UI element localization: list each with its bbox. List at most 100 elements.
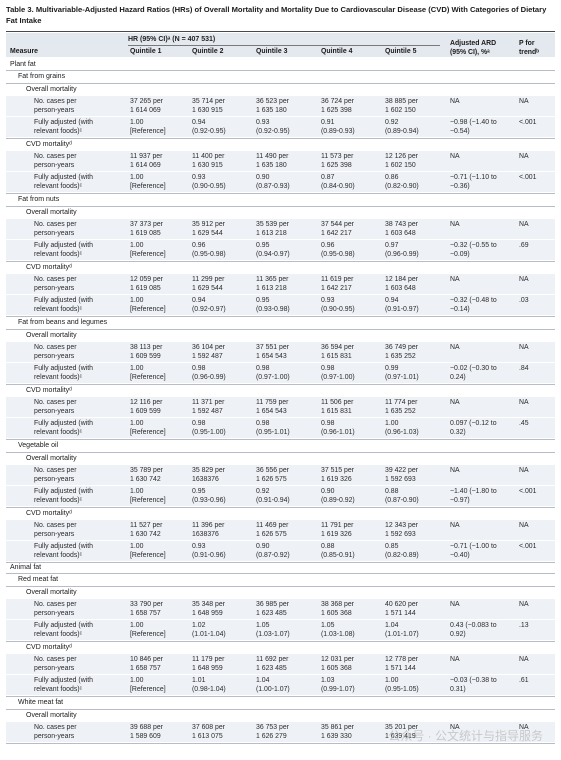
row-measure-label: No. cases per person-years [34,601,77,617]
table-row-band [6,722,555,742]
row-divider [6,573,555,574]
p-trend-cell: <.001 [519,488,537,495]
quintile-3-cell: 36 523 per 1 635 180 [256,98,289,114]
outcome-label: CVD mortalityᵈ [26,644,72,651]
quintile-1-cell: 1.00 [Reference] [130,242,166,258]
table-row-band [6,117,555,137]
quintile-1-cell: 33 790 per 1 658 757 [130,601,163,617]
quintile-4-cell: 0.93 (0.90-0.95) [321,297,355,313]
quintile-3-cell: 11 692 per 1 623 485 [256,656,289,672]
row-measure-label: No. cases per person-years [34,221,77,237]
p-trend-cell: NA [519,601,529,608]
food-source-label: Vegetable oil [18,442,59,449]
quintile-5-cell: 0.88 (0.87-0.90) [385,488,419,504]
p-trend-cell: NA [519,221,529,228]
quintile-2-cell: 11 299 per 1 629 544 [192,276,225,292]
quintile-2-cell: 35 829 per 1638376 [192,467,225,483]
ard-cell: −1.40 (−1.80 to −0.97) [450,488,497,504]
quintile-5-cell: 1.04 (1.01-1.07) [385,622,419,638]
table-row-band [6,520,555,540]
measure-header: Measure [10,48,38,55]
quintile-4-cell: 36 594 per 1 615 831 [321,344,354,360]
table-row-band [6,675,555,695]
ard-cell: NA [450,522,460,529]
row-divider [6,507,555,508]
quintile-2-cell: 35 912 per 1 629 544 [192,221,225,237]
outcome-label: CVD mortalityᵈ [26,141,72,148]
quintile-1-cell: 39 688 per 1 589 609 [130,724,163,740]
row-divider [6,261,555,262]
quintile-4-cell: 1.03 (0.99-1.07) [321,677,355,693]
quintile-4-cell: 0.96 (0.95-0.98) [321,242,355,258]
outcome-label: Overall mortality [26,332,77,339]
p-trend-cell: NA [519,656,529,663]
row-divider [6,696,555,697]
quintile-4-cell: 0.90 (0.89-0.92) [321,488,355,504]
ard-cell: −0.32 (−0.55 to −0.09) [450,242,497,258]
table-row-band [6,219,555,239]
hr-span-rule [128,45,440,46]
row-divider [6,743,555,744]
hr-span-header: HR (95% CI)ᵃ (N = 407 531) [128,36,216,43]
row-measure-label: No. cases per person-years [34,522,77,538]
quintile-1-cell: 38 113 per 1 609 599 [130,344,163,360]
quintile-1-cell: 1.00 [Reference] [130,365,166,381]
row-measure-label: Fully adjusted (with relevant foods)ᶜ [34,488,93,504]
table-row-band [6,620,555,640]
quintile-3-cell: 0.90 (0.87-0.93) [256,174,290,190]
row-divider [6,138,555,139]
quintile-5-cell: 0.92 (0.89-0.94) [385,119,419,135]
quintile-2-cell: 1.01 (0.98-1.04) [192,677,226,693]
quintile-4-cell: 37 515 per 1 619 326 [321,467,354,483]
ard-cell: −0.71 (−1.00 to −0.40) [450,543,497,559]
quintile-2-cell: 35 714 per 1 630 915 [192,98,225,114]
row-divider [6,193,555,194]
quintile-3-header: Quintile 3 [256,48,288,55]
food-source-label: White meat fat [18,699,64,706]
row-divider [6,329,555,330]
row-measure-label: Fully adjusted (with relevant foods)ᶜ [34,297,93,313]
quintile-2-cell: 11 400 per 1 630 915 [192,153,225,169]
quintile-3-cell: 11 365 per 1 613 218 [256,276,289,292]
quintile-1-cell: 11 527 per 1 630 742 [130,522,163,538]
group-label: Plant fat [10,61,36,68]
p-trend-cell: .69 [519,242,529,249]
table-row-band [6,541,555,561]
ard-cell: NA [450,153,460,160]
p-trend-cell: .03 [519,297,529,304]
outcome-label: Overall mortality [26,455,77,462]
quintile-1-cell: 1.00 [Reference] [130,622,166,638]
quintile-3-cell: 0.95 (0.93-0.98) [256,297,290,313]
quintile-3-cell: 0.95 (0.94-0.97) [256,242,290,258]
food-source-label: Red meat fat [18,576,59,583]
quintile-4-cell: 0.98 (0.96-1.01) [321,420,355,436]
quintile-3-cell: 0.98 (0.95-1.01) [256,420,290,436]
row-measure-label: Fully adjusted (with relevant foods)ᶜ [34,365,93,381]
table-row-band [6,96,555,116]
outcome-label: Overall mortality [26,86,77,93]
quintile-4-cell: 38 368 per 1 605 368 [321,601,354,617]
quintile-4-cell: 11 619 per 1 642 217 [321,276,354,292]
quintile-1-cell: 1.00 [Reference] [130,488,166,504]
p-trend-cell: NA [519,467,529,474]
quintile-3-cell: 11 469 per 1 626 575 [256,522,289,538]
row-measure-label: No. cases per person-years [34,724,77,740]
quintile-4-cell: 0.87 (0.84-0.90) [321,174,355,190]
quintile-3-cell: 0.93 (0.92-0.95) [256,119,290,135]
quintile-4-cell: 36 724 per 1 625 398 [321,98,354,114]
quintile-5-cell: 39 422 per 1 592 693 [385,467,418,483]
row-divider [6,384,555,385]
quintile-2-cell: 0.95 (0.93-0.96) [192,488,226,504]
row-divider [6,70,555,71]
p-trend-cell: .84 [519,365,529,372]
p-trend-cell: NA [519,399,529,406]
outcome-label: Overall mortality [26,712,77,719]
quintile-4-cell: 35 861 per 1 639 330 [321,724,354,740]
quintile-1-cell: 1.00 [Reference] [130,297,166,313]
quintile-1-cell: 37 373 per 1 619 085 [130,221,163,237]
ard-cell: 0.097 (−0.12 to 0.32) [450,420,497,436]
row-divider [6,641,555,642]
quintile-1-cell: 1.00 [Reference] [130,420,166,436]
table-row-band [6,465,555,485]
quintile-3-cell: 11 759 per 1 654 543 [256,399,289,415]
